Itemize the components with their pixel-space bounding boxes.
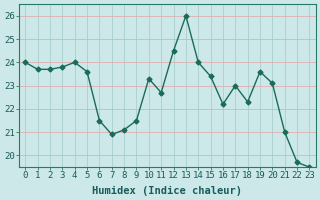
X-axis label: Humidex (Indice chaleur): Humidex (Indice chaleur) <box>92 186 242 196</box>
